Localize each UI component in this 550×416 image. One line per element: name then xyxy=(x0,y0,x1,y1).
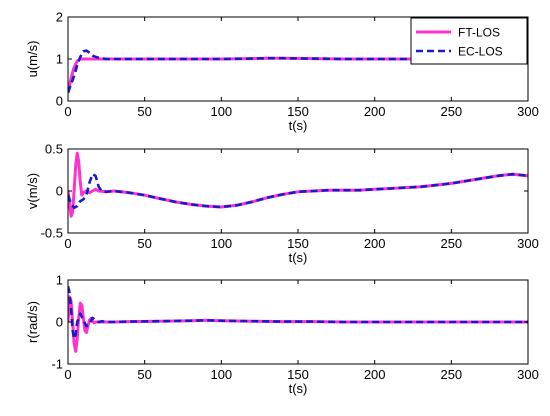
x-tick-label: 100 xyxy=(210,104,232,119)
x-tick-label: 50 xyxy=(137,367,151,382)
x-tick-label: 250 xyxy=(440,104,462,119)
y-tick-label: 0.5 xyxy=(45,142,63,157)
x-tick-label: 200 xyxy=(364,236,386,251)
y-axis-label: r(rad/s) xyxy=(25,301,40,343)
x-tick-label: 250 xyxy=(440,367,462,382)
x-tick-label: 300 xyxy=(517,367,539,382)
legend-box xyxy=(410,17,528,65)
y-tick-label: 2 xyxy=(56,10,63,25)
series-line-ec-los xyxy=(68,172,528,210)
x-tick-label: 150 xyxy=(287,236,309,251)
legend: FT-LOS EC-LOS xyxy=(410,17,528,65)
x-tick-label: 200 xyxy=(364,367,386,382)
subplot-2: 0 50 100 150 200 250 300-0.500.5t(s)v(m/s) xyxy=(25,142,539,266)
y-tick-label: 0 xyxy=(56,184,63,199)
series-line-ft-los xyxy=(68,295,528,353)
y-tick-label: 1 xyxy=(56,273,63,288)
series-line-ec-los xyxy=(68,285,528,341)
x-tick-label: 200 xyxy=(364,104,386,119)
x-tick-label: 300 xyxy=(517,236,539,251)
series-group xyxy=(68,151,528,218)
x-tick-label: 50 xyxy=(137,236,151,251)
x-tick-label: 100 xyxy=(210,367,232,382)
x-tick-label: 150 xyxy=(287,104,309,119)
y-tick-label: -1 xyxy=(51,357,63,372)
x-tick-label: 100 xyxy=(210,236,232,251)
y-tick-label: -0.5 xyxy=(41,226,63,241)
x-tick-label: 250 xyxy=(440,236,462,251)
x-axis-label: t(s) xyxy=(289,381,308,396)
y-axis-label: v(m/s) xyxy=(25,173,40,209)
y-tick-label: 0 xyxy=(56,94,63,109)
y-axis-label: u(m/s) xyxy=(25,41,40,78)
x-axis-label: t(s) xyxy=(289,118,308,133)
x-axis-label: t(s) xyxy=(289,250,308,265)
legend-label-ec-los: EC-LOS xyxy=(458,45,503,59)
series-group xyxy=(68,285,528,353)
legend-label-ft-los: FT-LOS xyxy=(458,26,500,40)
x-tick-label: 150 xyxy=(287,367,309,382)
series-line-ec-los xyxy=(68,49,528,94)
x-tick-label: 0 xyxy=(64,236,71,251)
x-tick-label: 0 xyxy=(64,104,71,119)
x-tick-label: 50 xyxy=(137,104,151,119)
series-line-ft-los xyxy=(68,151,528,218)
subplot-1: 0 50 100 150 200 250 300 0 1 2 t(s) u(m/s) FT-LOS EC-… xyxy=(25,10,539,134)
y-tick-label: 1 xyxy=(56,52,63,67)
x-tick-label: 0 xyxy=(64,367,71,382)
x-tick-label: 300 xyxy=(517,104,539,119)
y-tick-label: 0 xyxy=(56,315,63,330)
